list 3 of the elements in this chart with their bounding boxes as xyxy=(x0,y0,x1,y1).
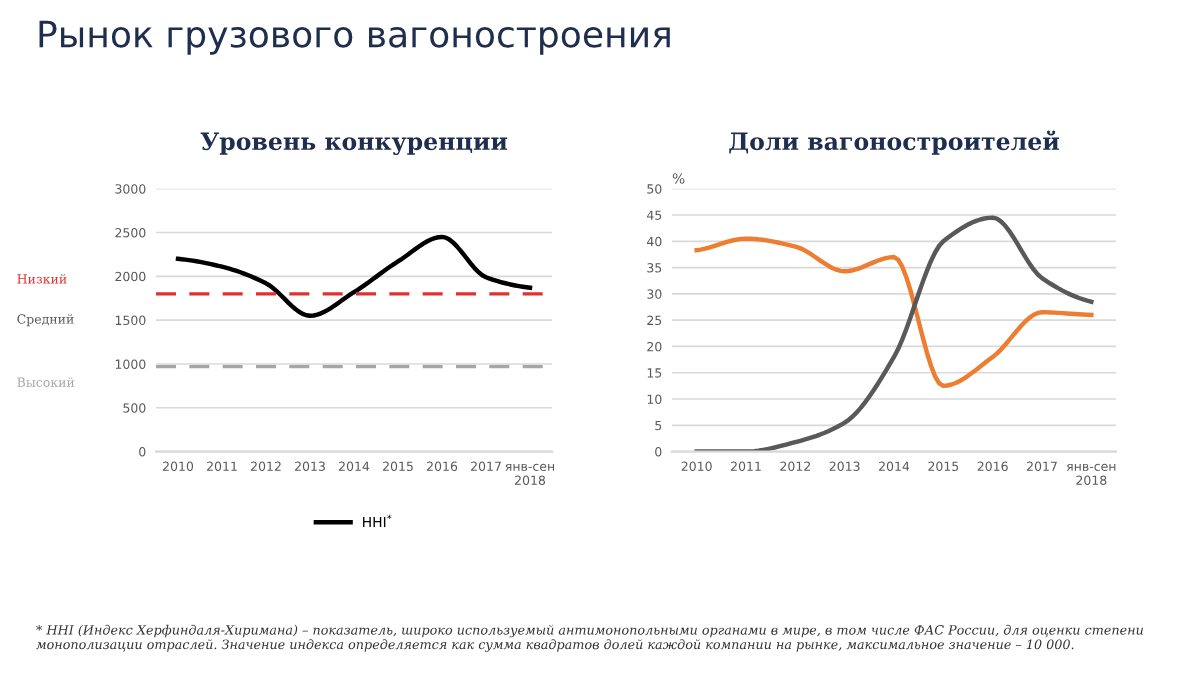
text: Рынок грузового вагоностроения xyxy=(39,20,670,55)
chart-title: Доли вагоностроителей xyxy=(729,130,1060,155)
chart-title: Уровень конкуренции xyxy=(200,132,508,156)
